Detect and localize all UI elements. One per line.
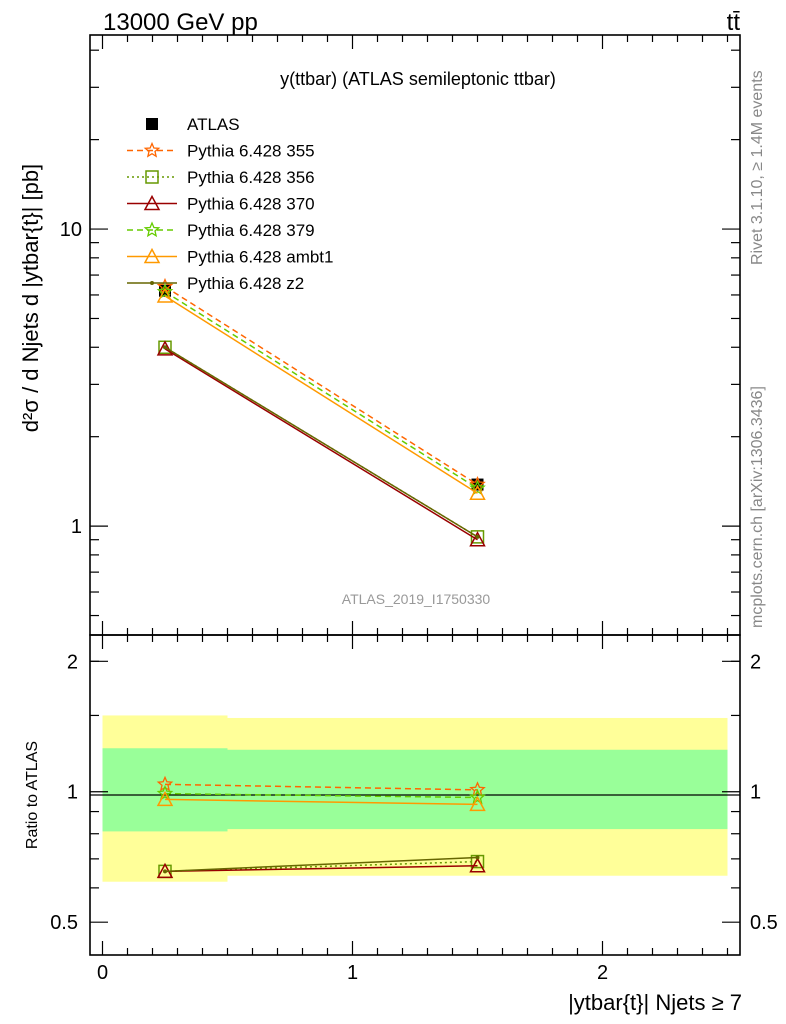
marker — [156, 287, 174, 303]
marker — [469, 479, 486, 496]
marker — [143, 141, 161, 158]
marker — [475, 855, 480, 860]
marker — [143, 247, 161, 264]
legend-label: Pythia 6.428 356 — [187, 168, 315, 187]
ratio-line — [164, 792, 478, 799]
marker — [469, 484, 486, 501]
series-line — [164, 291, 478, 489]
ratio-line — [164, 856, 478, 873]
legend-entry: Pythia 6.428 z2 — [127, 274, 304, 293]
series-line — [164, 285, 478, 486]
marker — [143, 221, 161, 238]
marker — [469, 857, 486, 873]
series-line — [164, 346, 478, 538]
legend-label: Pythia 6.428 z2 — [187, 274, 304, 293]
legend-entry: Pythia 6.428 379 — [127, 221, 315, 240]
legend-entry: Pythia 6.428 356 — [127, 168, 315, 187]
legend-label: Pythia 6.428 379 — [187, 221, 315, 240]
series-pythia-6-428-ambt1 — [156, 287, 486, 501]
x-tick-label: 0 — [97, 962, 108, 984]
energy-label: 13000 GeV pp — [103, 9, 258, 36]
marker — [469, 795, 486, 812]
x-tick-label: 2 — [597, 962, 608, 984]
marker — [156, 340, 174, 356]
legend-label: Pythia 6.428 355 — [187, 142, 315, 161]
stat-uncertainty-band — [102, 748, 228, 832]
ratio-line — [164, 798, 478, 806]
marker — [156, 283, 174, 299]
ratio-series-pythia-6-428-ambt1 — [156, 790, 486, 812]
marker — [163, 869, 167, 874]
ratio-panel: 0.5 0.5 1 1 2 2 0 1 2 Ratio to ATLAS |ytbar{t}| … — [24, 634, 778, 1015]
y-tick-label-right: 0.5 — [750, 912, 778, 934]
ratio-y-axis-label: Ratio to ATLAS — [24, 741, 41, 849]
process-label: tt̄ — [727, 9, 741, 36]
legend-entry: Pythia 6.428 370 — [127, 195, 315, 214]
ratio-series-pythia-6-428-379 — [156, 784, 486, 805]
main-watermark: ATLAS_2019_I1750330 — [342, 591, 491, 607]
x-axis-label: |ytbar{t}| Njets ≥ 7 — [568, 990, 742, 1015]
y-tick-label-right: 1 — [750, 782, 761, 804]
marker — [146, 118, 158, 130]
ratio-line — [164, 783, 478, 791]
ratio-line — [164, 864, 478, 873]
marker — [469, 788, 486, 805]
y-tick-label-right: 2 — [750, 651, 761, 673]
legend-label: ATLAS — [187, 115, 240, 134]
rivet-label: Rivet 3.1.10, ≥ 1.4M events — [749, 70, 766, 265]
legend-entry: ATLAS — [146, 115, 240, 134]
legend-entry: Pythia 6.428 ambt1 — [127, 248, 333, 267]
series-pythia-6-428-355 — [156, 277, 486, 492]
series-pythia-6-428-379 — [156, 283, 486, 496]
marker — [156, 784, 174, 801]
mcplots-label: mcplots.cern.ch [arXiv:1306.3436] — [749, 386, 766, 628]
series-atlas — [159, 284, 484, 491]
marker — [145, 170, 159, 184]
ratio-line — [164, 860, 478, 873]
series-pythia-6-428-370 — [156, 340, 486, 547]
x-tick-label: 1 — [347, 962, 358, 984]
marker — [150, 281, 154, 285]
series-line — [164, 348, 478, 541]
marker — [475, 534, 480, 539]
legend-label: Pythia 6.428 370 — [187, 195, 315, 214]
ratio-frame — [89, 634, 741, 956]
main-title: y(ttbar) (ATLAS semileptonic ttbar) — [280, 69, 556, 89]
main-panel: 110 y(ttbar) (ATLAS semileptonic ttbar) … — [18, 34, 741, 636]
legend-entry: Pythia 6.428 355 — [127, 142, 315, 161]
legend-label: Pythia 6.428 ambt1 — [187, 248, 333, 267]
main-y-axis-label: d²σ / d Njets d |ytbar{t}| [pb] — [18, 164, 43, 432]
series-pythia-6-428-z2 — [163, 345, 480, 539]
marker — [163, 345, 167, 350]
legend: ATLAS Pythia 6.428 355 Pythia 6.428 356 Pyt… — [127, 115, 333, 293]
y-tick-label: 0.5 — [50, 912, 78, 934]
y-tick-label: 2 — [67, 651, 78, 673]
y-tick-label: 1 — [71, 516, 82, 538]
y-tick-label: 10 — [60, 219, 82, 241]
series-line — [164, 295, 478, 494]
marker — [143, 194, 161, 211]
marker — [469, 531, 486, 547]
y-tick-label: 1 — [67, 782, 78, 804]
marker — [469, 781, 486, 797]
ratio-series-pythia-6-428-z2 — [163, 855, 480, 874]
marker — [156, 790, 174, 807]
